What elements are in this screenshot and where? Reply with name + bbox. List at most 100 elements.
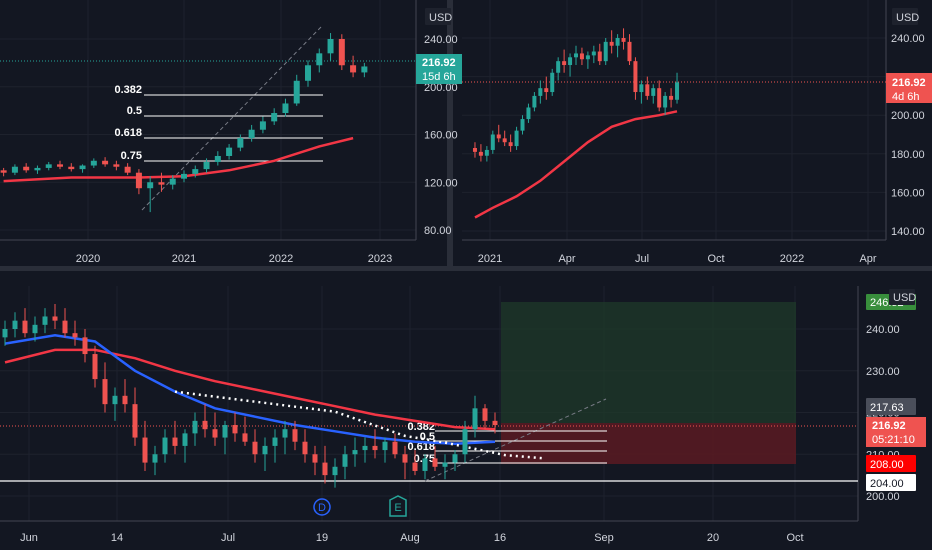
currency-label-text: USD — [429, 12, 452, 24]
candle-body — [597, 51, 602, 62]
time-tick-label: Sep — [594, 532, 614, 544]
reference-price-badge-text: 217.63 — [870, 402, 904, 414]
last-price-badge-bg — [866, 417, 926, 447]
event-label: E — [394, 502, 401, 514]
candle-body — [192, 169, 199, 174]
candle — [526, 103, 531, 123]
candle-body — [252, 441, 258, 455]
candle — [574, 45, 578, 66]
candle-body — [362, 445, 368, 451]
support-price-badge-bg — [866, 474, 916, 491]
candle-body — [496, 134, 501, 139]
candle — [372, 429, 378, 459]
candle — [663, 92, 668, 116]
candle-body — [562, 61, 567, 66]
candle-body — [293, 80, 300, 104]
candle — [651, 84, 656, 104]
candle-body — [312, 454, 318, 463]
time-tick-label: 2023 — [368, 253, 392, 265]
candle — [312, 445, 318, 476]
candle — [392, 433, 398, 459]
candle — [352, 437, 358, 467]
time-tick-label: Aug — [400, 532, 420, 544]
stop-price-badge: 208.00 — [866, 455, 916, 472]
candle-body — [282, 429, 288, 438]
last-price-badge: 216.92 4d 6h — [886, 73, 932, 103]
candle — [502, 130, 507, 147]
candle — [579, 47, 584, 66]
candle-body — [350, 65, 357, 73]
candle-body — [22, 320, 28, 334]
price-tick-label: 160.00 — [891, 187, 925, 199]
candle-body — [556, 61, 561, 73]
stop-price-badge-text: 208.00 — [870, 459, 904, 471]
price-tick-label: 200.00 — [866, 491, 900, 503]
reference-price-badge: 217.63 — [866, 398, 916, 415]
dividend-icon — [313, 498, 331, 516]
last-price-badge-bg — [886, 73, 932, 103]
candle — [232, 412, 238, 442]
candle — [135, 169, 142, 195]
candle-body — [57, 164, 63, 167]
candle-body — [262, 445, 268, 455]
candle-body — [302, 441, 308, 455]
fib-level-label: 0.5 — [127, 105, 142, 117]
time-tick-label: Apr — [859, 253, 876, 265]
candle — [102, 362, 108, 413]
candle-body — [271, 113, 278, 122]
candle — [472, 395, 478, 438]
price-tick-label: 200.00 — [891, 110, 925, 122]
candle-body — [490, 134, 495, 150]
candle-body — [147, 182, 154, 189]
candle-body — [102, 160, 109, 165]
candle — [57, 160, 63, 170]
candle — [293, 74, 300, 106]
candle-body — [472, 148, 477, 152]
candle-body — [579, 53, 584, 60]
candle-body — [202, 420, 208, 430]
last-price-countdown: 15d 6h — [422, 71, 456, 83]
currency-label-bg — [892, 8, 918, 25]
candle — [45, 161, 52, 171]
candle — [550, 68, 555, 96]
candle — [621, 28, 626, 50]
reference-price-badge-bg — [866, 398, 916, 415]
time-tick-label: 20 — [707, 532, 719, 544]
candle-body — [226, 147, 233, 156]
currency-label-text: USD — [893, 292, 916, 304]
candle — [514, 126, 519, 150]
time-tick-label: 16 — [494, 532, 506, 544]
candle — [520, 115, 525, 135]
candle-body — [23, 166, 30, 171]
candle-body — [372, 445, 378, 451]
candle — [112, 387, 118, 421]
candle-body — [62, 320, 68, 334]
candle-body — [402, 454, 408, 463]
candle — [203, 158, 210, 173]
currency-label-bg — [889, 289, 915, 305]
candle — [23, 163, 30, 173]
candle — [350, 55, 357, 78]
candle-body — [152, 454, 158, 463]
candle-body — [72, 333, 78, 338]
candle — [272, 429, 278, 463]
candle — [192, 412, 198, 446]
candle — [482, 404, 488, 430]
price-tick-label: 230.00 — [866, 366, 900, 378]
fib-level-label: 0.5 — [420, 431, 435, 443]
candle — [252, 429, 258, 463]
candle — [52, 303, 58, 329]
moving-average-blue — [4, 334, 496, 446]
time-tick-label: Jul — [635, 253, 649, 265]
candle-body — [34, 167, 41, 171]
candle-body — [442, 462, 448, 467]
fib-level-label: 0.382 — [114, 84, 142, 96]
candle-body — [452, 454, 458, 463]
candle — [657, 80, 662, 112]
candle-body — [135, 172, 142, 189]
candle — [669, 88, 674, 108]
price-tick-label: 80.00 — [424, 225, 452, 237]
time-tick-label: Jun — [20, 532, 38, 544]
candle — [11, 164, 18, 176]
